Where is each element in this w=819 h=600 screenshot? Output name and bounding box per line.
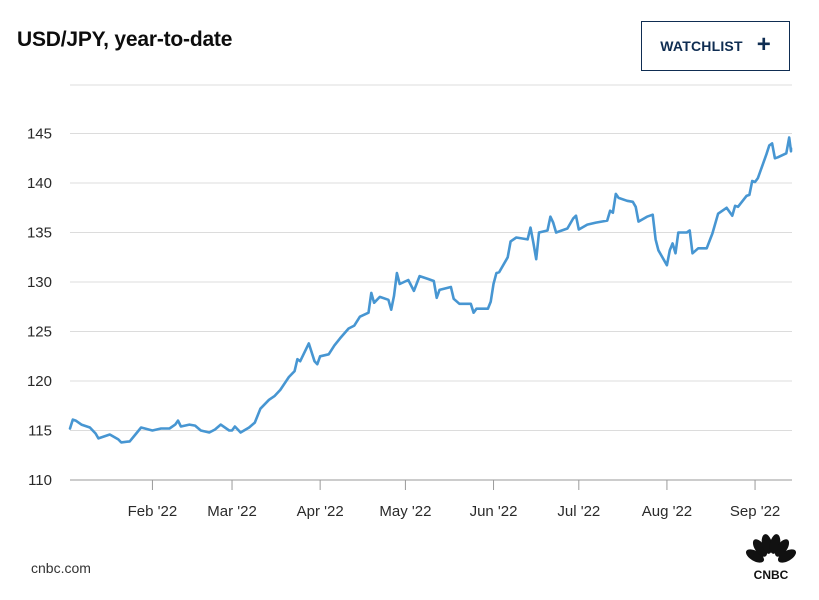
y-tick-label: 120 [27, 373, 52, 390]
y-tick-label: 125 [27, 324, 52, 341]
watchlist-button[interactable]: WATCHLIST + [641, 21, 790, 71]
x-tick-label: Mar '22 [207, 503, 257, 520]
y-tick-label: 130 [27, 274, 52, 291]
x-tick-label: Jun '22 [470, 503, 518, 520]
line-chart: 110 115 120 125 130 135 140 145 Feb '22 Mar '22 A… [27, 84, 793, 520]
source-label: cnbc.com [31, 560, 91, 576]
x-tick-label: Apr '22 [297, 503, 344, 520]
x-tick-label: Sep '22 [730, 503, 780, 520]
x-tick-label: Jul '22 [557, 503, 600, 520]
x-tick-label: Aug '22 [642, 503, 692, 520]
x-axis: Feb '22 Mar '22 Apr '22 May '22 Jun '22 Jul '… [128, 480, 780, 520]
chart-title: USD/JPY, year-to-date [17, 28, 233, 51]
y-tick-label: 145 [27, 126, 52, 143]
x-tick-label: May '22 [379, 503, 431, 520]
grid-lines [70, 84, 792, 481]
y-axis: 110 115 120 125 130 135 140 145 [27, 126, 52, 489]
plus-icon: + [756, 31, 771, 58]
y-tick-label: 140 [27, 175, 52, 192]
y-tick-label: 135 [27, 225, 52, 242]
x-tick-label: Feb '22 [128, 503, 178, 520]
watchlist-label: WATCHLIST [660, 38, 743, 54]
logo-text: CNBC [754, 568, 789, 582]
y-tick-label: 110 [28, 472, 52, 489]
peacock-logo: CNBC [745, 534, 797, 582]
series-line [68, 136, 793, 444]
y-tick-label: 115 [28, 423, 52, 440]
